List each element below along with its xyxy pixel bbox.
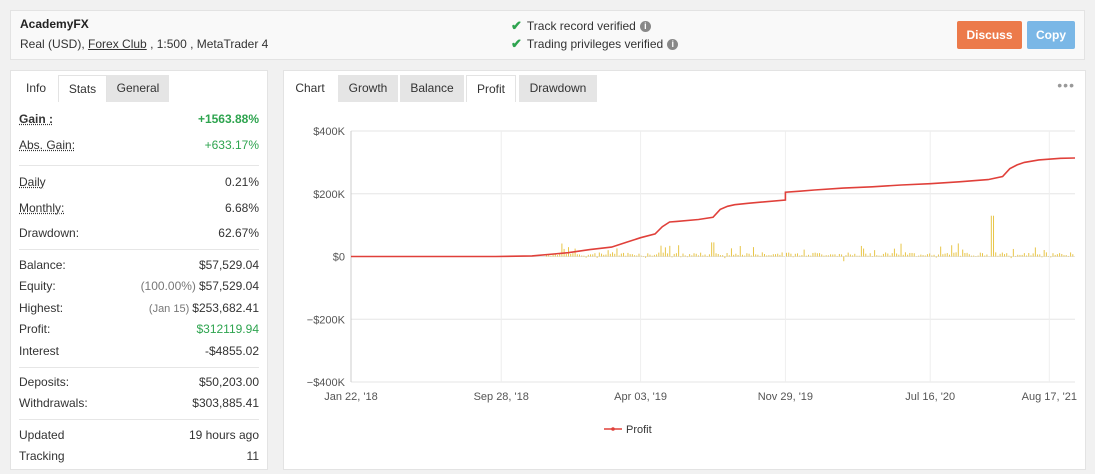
x-tick-label: Aug 17, '21 [1022,391,1077,403]
stat-deposits: Deposits: $50,203.00 [19,375,259,389]
stat-drawdown: Drawdown: 62.67% [19,226,259,240]
tab-drawdown[interactable]: Drawdown [519,75,597,102]
stat-profit: Profit: $312119.94 [19,322,259,336]
stat-gain: Gain : +1563.88% [19,112,259,126]
stat-tracking: Tracking 11 [19,449,259,463]
x-tick-label: Sep 28, '18 [474,391,529,403]
stat-monthly: Monthly: 6.68% [19,201,259,215]
tab-profit[interactable]: Profit [466,75,516,102]
stats-tabs: Info Stats General [11,71,267,102]
stat-interest: Interest -$4855.02 [19,344,259,358]
profit-bars [545,215,1074,262]
y-tick-label: $400K [313,126,345,138]
profit-series-line [351,157,1076,258]
profit-chart: $400K $200K $0 −$200K −$400K Jan 22, '18 Sep … [307,126,1077,436]
account-name: AcademyFX [20,17,89,31]
stats-panel: Info Stats General Gain : +1563.88% Abs.… [10,70,268,470]
stat-highest: Highest: (Jan 15) $253,682.41 [19,301,259,315]
y-tick-label: $200K [313,189,345,201]
legend-marker [611,427,615,431]
copy-button[interactable]: Copy [1027,21,1075,49]
divider [19,419,259,420]
check-icon: ✔ [511,18,522,33]
account-details: Real (USD), Forex Club , 1:500 , MetaTra… [20,37,268,51]
trading-privileges-verified: ✔ Trading privileges verified i [511,36,679,52]
chart-panel: Chart Growth Balance Profit Drawdown •••… [283,70,1086,470]
tab-stats[interactable]: Stats [58,75,107,102]
stat-equity: Equity: (100.00%) $57,529.04 [19,279,259,293]
stat-withdrawals: Withdrawals: $303,885.41 [19,396,259,410]
chart-legend[interactable]: Profit [604,424,652,436]
tab-balance[interactable]: Balance [400,75,464,102]
divider [19,249,259,250]
account-leverage-platform: , 1:500 , MetaTrader 4 [150,37,269,51]
tab-info[interactable]: Info [14,75,58,102]
x-tick-label: Jan 22, '18 [324,391,377,403]
highest-date: (Jan 15) [148,303,190,315]
legend-label: Profit [626,424,652,436]
y-axis-ticks: $400K $200K $0 −$200K −$400K [307,126,346,389]
info-icon[interactable]: i [639,20,651,32]
x-tick-label: Apr 03, '19 [614,391,667,403]
broker-link[interactable]: Forex Club [88,37,147,51]
y-tick-label: $0 [333,252,345,264]
chart-menu-icon[interactable]: ••• [1057,77,1075,93]
account-header: AcademyFX Real (USD), Forex Club , 1:500… [10,10,1085,60]
tab-chart[interactable]: Chart [287,75,333,102]
stat-updated: Updated 19 hours ago [19,428,259,442]
account-type: Real (USD), [20,37,85,51]
y-tick-label: −$200K [307,314,346,326]
discuss-button[interactable]: Discuss [957,21,1022,49]
x-tick-label: Nov 29, '19 [758,391,813,403]
track-record-verified: ✔ Track record verified i [511,18,651,34]
stat-balance: Balance: $57,529.04 [19,258,259,272]
stat-daily: Daily 0.21% [19,175,259,189]
y-tick-label: −$400K [307,377,346,389]
info-icon[interactable]: i [667,38,679,50]
equity-percent: (100.00%) [140,279,196,293]
tab-growth[interactable]: Growth [338,75,398,102]
x-tick-label: Jul 16, '20 [905,391,955,403]
divider [19,367,259,368]
divider [19,165,259,166]
x-axis-ticks: Jan 22, '18 Sep 28, '18 Apr 03, '19 Nov 29,… [324,391,1077,403]
check-icon: ✔ [511,36,522,51]
tab-general[interactable]: General [107,75,169,102]
stat-abs-gain: Abs. Gain: +633.17% [19,138,259,152]
